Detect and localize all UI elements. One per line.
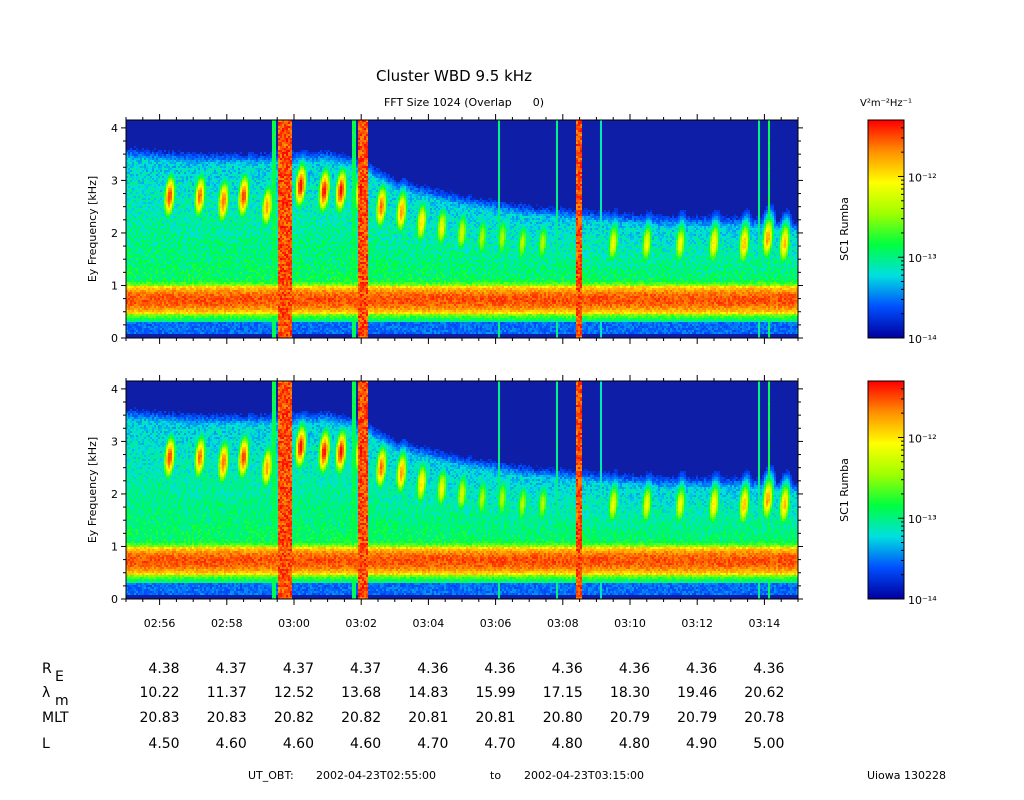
colorbar-label: SC1 Rumba bbox=[838, 458, 851, 522]
ephemeris-value: 4.36 bbox=[686, 661, 717, 677]
x-tick-label: 03:12 bbox=[681, 617, 713, 630]
ephemeris-row-subscript: E bbox=[55, 669, 64, 685]
ephemeris-value: 4.36 bbox=[619, 661, 650, 677]
y-tick-label: 4 bbox=[111, 122, 118, 135]
ephemeris-value: 4.50 bbox=[148, 736, 179, 752]
ephemeris-value: 10.22 bbox=[140, 685, 180, 701]
ephemeris-value: 20.82 bbox=[341, 710, 381, 726]
footer-to: to bbox=[490, 769, 501, 782]
chart-subtitle: FFT Size 1024 (Overlap 0) bbox=[384, 96, 544, 109]
colorbar-frame bbox=[867, 380, 905, 600]
ephemeris-value: 12.52 bbox=[274, 685, 314, 701]
y-tick-label: 0 bbox=[111, 332, 118, 345]
ephemeris-value: 4.70 bbox=[484, 736, 515, 752]
ephemeris-value: 4.90 bbox=[686, 736, 717, 752]
y-tick-label: 2 bbox=[111, 488, 118, 501]
spectrogram-panel-2: 0 1 2 3 4 Ey Frequency [kHz] bbox=[86, 375, 803, 606]
ephemeris-value: 17.15 bbox=[543, 685, 583, 701]
footer-time-label: UT_OBT: bbox=[248, 769, 294, 782]
y-tick-label: 1 bbox=[111, 279, 118, 292]
y-tick-label: 1 bbox=[111, 540, 118, 553]
colorbar-gradient bbox=[868, 381, 904, 599]
colorbar-tick-label: 10⁻¹² bbox=[908, 171, 937, 184]
ephemeris-value: 4.36 bbox=[417, 661, 448, 677]
spectrogram-panel-1: 0 1 2 3 4 Ey Frequency [kHz] bbox=[86, 114, 803, 345]
ephemeris-row-label: λ bbox=[42, 685, 50, 701]
ephemeris-value: 18.30 bbox=[610, 685, 650, 701]
ephemeris-value: 4.38 bbox=[148, 661, 179, 677]
ephemeris-value: 15.99 bbox=[476, 685, 516, 701]
ephemeris-value: 20.81 bbox=[408, 710, 448, 726]
x-tick-label: 02:56 bbox=[144, 617, 176, 630]
colorbar-tick-label: 10⁻¹³ bbox=[908, 513, 937, 526]
colorbar-unit: V²m⁻²Hz⁻¹ bbox=[860, 98, 912, 109]
ephemeris-value: 20.82 bbox=[274, 710, 314, 726]
ephemeris-value: 20.79 bbox=[677, 710, 717, 726]
footer: UT_OBT: 2002-04-23T02:55:00 to 2002-04-23T0… bbox=[248, 769, 946, 782]
ephemeris-value: 5.00 bbox=[753, 736, 784, 752]
x-tick-label: 03:04 bbox=[413, 617, 445, 630]
ephemeris-value: 20.80 bbox=[543, 710, 583, 726]
ephemeris-value: 4.37 bbox=[350, 661, 381, 677]
ephemeris-table: R E 4.38 4.37 4.37 4.37 4.36 4.36 4.36 4.36 4.36 4.… bbox=[42, 661, 784, 752]
y-axis-label: Ey Frequency [kHz] bbox=[86, 437, 99, 543]
y-tick-label: 4 bbox=[111, 383, 118, 396]
colorbar-label: SC1 Rumba bbox=[838, 197, 851, 261]
footer-end-time: 2002-04-23T03:15:00 bbox=[524, 769, 644, 782]
y-tick-label: 0 bbox=[111, 593, 118, 606]
footer-start-time: 2002-04-23T02:55:00 bbox=[316, 769, 436, 782]
x-tick-label: 03:00 bbox=[278, 617, 310, 630]
x-tick-label: 03:08 bbox=[547, 617, 579, 630]
ephemeris-value: 13.68 bbox=[341, 685, 381, 701]
ephemeris-value: 4.37 bbox=[216, 661, 247, 677]
ephemeris-value: 4.70 bbox=[417, 736, 448, 752]
ephemeris-value: 19.46 bbox=[677, 685, 717, 701]
ephemeris-row-label: R bbox=[42, 661, 52, 677]
ephemeris-value: 20.62 bbox=[744, 685, 784, 701]
chart-title: Cluster WBD 9.5 kHz bbox=[376, 67, 532, 85]
colorbar-tick-label: 10⁻¹⁴ bbox=[908, 594, 937, 607]
ephemeris-value: 20.78 bbox=[744, 710, 784, 726]
ephemeris-value: 4.80 bbox=[619, 736, 650, 752]
ephemeris-value: 20.81 bbox=[476, 710, 516, 726]
ephemeris-value: 4.60 bbox=[283, 736, 314, 752]
ephemeris-value: 4.36 bbox=[552, 661, 583, 677]
footer-credit: Uiowa 130228 bbox=[867, 769, 946, 782]
y-tick-label: 2 bbox=[111, 227, 118, 240]
colorbar-gradient bbox=[868, 120, 904, 338]
ephemeris-value: 4.36 bbox=[484, 661, 515, 677]
ephemeris-value: 4.36 bbox=[753, 661, 784, 677]
colorbar-frame bbox=[867, 119, 905, 339]
colorbar-tick-label: 10⁻¹² bbox=[908, 432, 937, 445]
x-tick-label: 03:10 bbox=[614, 617, 646, 630]
x-tick-label: 03:06 bbox=[480, 617, 512, 630]
ephemeris-value: 4.60 bbox=[216, 736, 247, 752]
ephemeris-row-subscript: m bbox=[55, 693, 69, 709]
spectrogram-image bbox=[126, 120, 798, 338]
y-tick-label: 3 bbox=[111, 174, 118, 187]
ephemeris-value: 11.37 bbox=[207, 685, 247, 701]
colorbar-2: 10⁻¹⁴ 10⁻¹³ 10⁻¹² SC1 Rumba bbox=[838, 380, 937, 607]
ephemeris-row-label: MLT bbox=[42, 710, 69, 726]
ephemeris-value: 20.79 bbox=[610, 710, 650, 726]
ephemeris-value: 4.37 bbox=[283, 661, 314, 677]
colorbar-tick-label: 10⁻¹³ bbox=[908, 252, 937, 265]
y-tick-label: 3 bbox=[111, 435, 118, 448]
ephemeris-value: 14.83 bbox=[408, 685, 448, 701]
ephemeris-value: 4.80 bbox=[552, 736, 583, 752]
ephemeris-value: 20.83 bbox=[207, 710, 247, 726]
ephemeris-row-label: L bbox=[42, 736, 50, 752]
colorbar-tick-label: 10⁻¹⁴ bbox=[908, 333, 937, 346]
ephemeris-value: 4.60 bbox=[350, 736, 381, 752]
ephemeris-value: 20.83 bbox=[140, 710, 180, 726]
x-tick-label: 03:02 bbox=[345, 617, 377, 630]
y-axis-label: Ey Frequency [kHz] bbox=[86, 176, 99, 282]
x-tick-label: 02:58 bbox=[211, 617, 243, 630]
x-tick-label: 03:14 bbox=[749, 617, 781, 630]
spectrogram-image bbox=[126, 381, 798, 599]
colorbar-1: 10⁻¹⁴ 10⁻¹³ 10⁻¹² SC1 Rumba bbox=[838, 119, 937, 346]
